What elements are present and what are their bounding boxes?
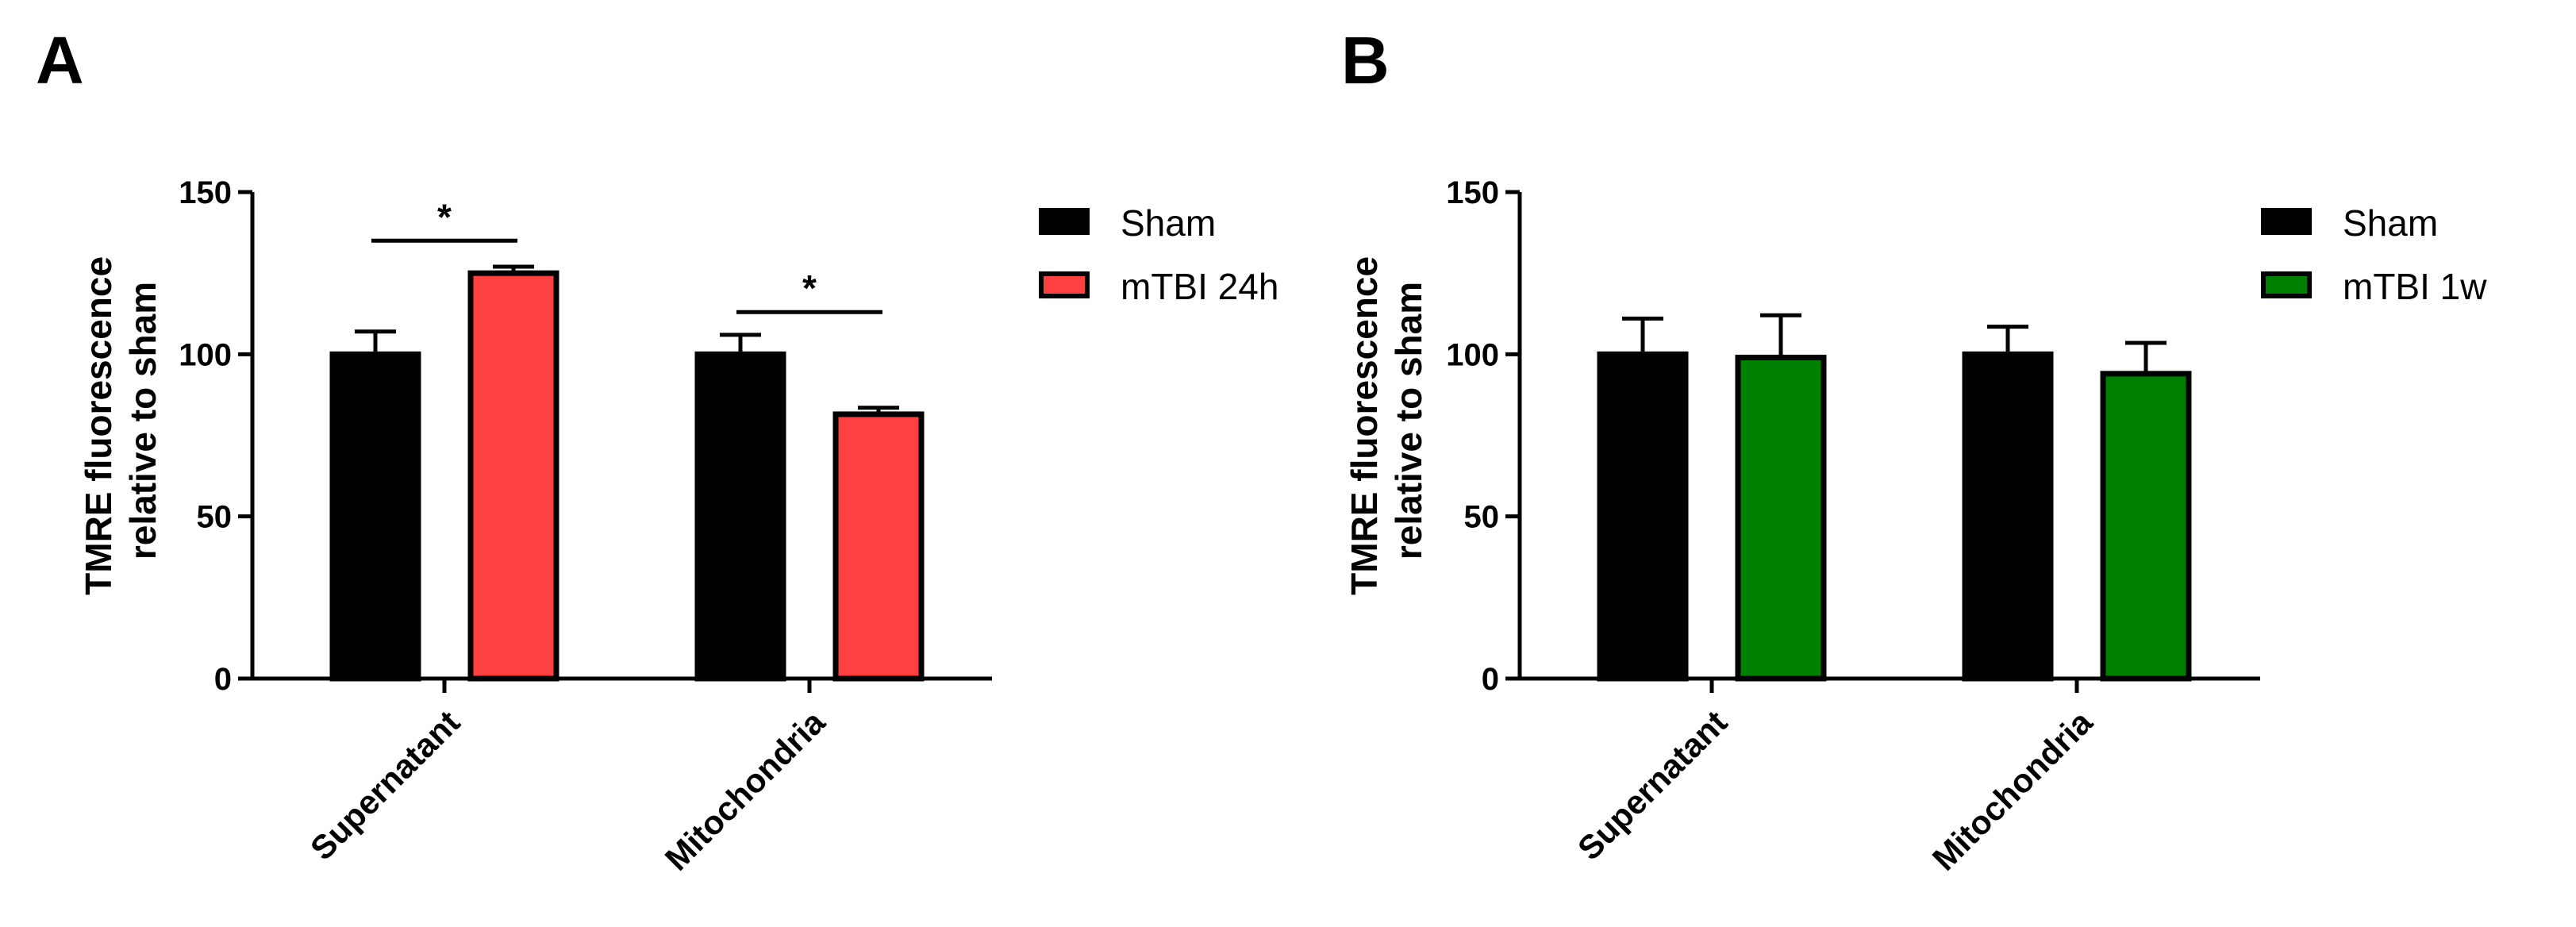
panel-a-significance-label: *: [437, 196, 452, 237]
panel-b-y-tick-label: 0: [1482, 662, 1499, 697]
panel-b-legend-label: mTBI 1w: [2343, 266, 2487, 307]
panel-a-y-axis-title-line1: TMRE fluorescence: [78, 256, 119, 595]
panel-b-bar-sham-mitochondria: [1962, 351, 2054, 682]
panel-a-y-tick-label: 150: [179, 175, 232, 210]
panel-b-y-tick-label: 50: [1464, 500, 1500, 535]
panel-b-y-tick-label: 150: [1446, 175, 1499, 210]
panel-a-bar-sham-supernatant: [329, 351, 421, 682]
panel-b-bar-sham-supernatant: [1597, 351, 1689, 682]
panel-a: A TMRE fluorescence relative to sham 0 50…: [36, 23, 1278, 878]
panel-b-y-axis-title-line2: relative to sham: [1388, 282, 1429, 560]
panel-a-significance-label: *: [802, 267, 817, 309]
panel-b-category-label: Mitochondria: [1925, 703, 2100, 878]
panel-b-legend: Sham mTBI 1w: [2261, 202, 2487, 307]
panel-a-legend-label: Sham: [1121, 202, 1216, 244]
panel-a-label: A: [36, 23, 84, 98]
panel-b: B TMRE fluorescence relative to sham 0 50…: [1341, 23, 2487, 878]
panel-a-bar-mtbi-24h-mitochondria: [832, 411, 925, 682]
panel-a-legend-swatch-sham: [1039, 208, 1090, 235]
panel-b-y-axis-title-line1: TMRE fluorescence: [1344, 256, 1385, 595]
panel-b-bar-mtbi-1w-mitochondria: [2100, 371, 2192, 682]
panel-b-legend-swatch-mtbi-1w: [2261, 271, 2312, 298]
panel-a-y-axis-title-line2: relative to sham: [122, 282, 163, 560]
panel-a-legend-label: mTBI 24h: [1121, 266, 1278, 307]
panel-b-legend-swatch-sham: [2261, 208, 2312, 235]
panel-a-plot: 0 50 100 150 Supernatant Mitochondria * *: [179, 175, 992, 878]
panel-a-y-tick-label: 100: [179, 337, 232, 372]
panel-a-bar-mtbi-24h-supernatant: [467, 270, 559, 682]
panel-a-bar-sham-mitochondria: [694, 351, 786, 682]
panel-b-bar-mtbi-1w-supernatant: [1735, 354, 1827, 682]
panel-b-category-label: Supernatant: [1571, 703, 1735, 867]
panel-b-legend-label: Sham: [2343, 202, 2438, 244]
panel-a-y-tick-label: 50: [197, 500, 233, 535]
panel-a-y-tick-label: 0: [214, 662, 232, 697]
panel-a-legend: Sham mTBI 24h: [1039, 202, 1278, 307]
panel-b-label: B: [1341, 23, 1390, 98]
panel-a-legend-swatch-mtbi-24h: [1039, 271, 1090, 298]
panel-a-y-axis-title: TMRE fluorescence relative to sham: [78, 246, 163, 595]
panel-a-category-label: Supernatant: [303, 703, 467, 867]
panel-b-plot: 0 50 100 150 Supernatant Mitochondria: [1446, 175, 2260, 878]
panel-b-y-axis-title: TMRE fluorescence relative to sham: [1344, 246, 1429, 595]
panel-a-category-label: Mitochondria: [658, 703, 832, 878]
panel-b-y-tick-label: 100: [1446, 337, 1499, 372]
